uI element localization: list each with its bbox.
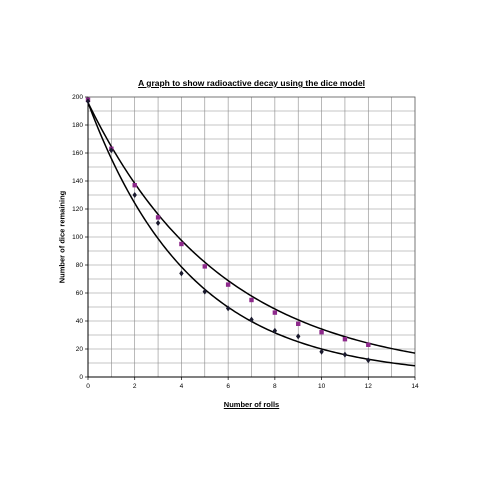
data-point-series-1 [225, 282, 231, 287]
x-axis-label: Number of rolls [223, 400, 280, 409]
data-point-series-1 [319, 330, 324, 335]
data-point-series-1 [342, 337, 348, 342]
data-point-series-1 [179, 241, 184, 247]
data-point-series-1 [249, 297, 254, 303]
y-tick-label: 100 [72, 234, 83, 241]
y-tick-label: 0 [79, 374, 83, 381]
data-point-series-2 [249, 316, 254, 323]
data-point-series-1 [272, 310, 278, 315]
data-point-series-1 [202, 264, 207, 269]
data-point-series-2 [85, 98, 91, 105]
data-point-series-2 [342, 351, 348, 358]
x-tick-label: 4 [180, 383, 184, 390]
x-tick-label: 6 [226, 383, 230, 390]
y-tick-label: 140 [72, 178, 83, 185]
data-point-series-2 [272, 327, 278, 334]
y-tick-label: 200 [72, 94, 83, 101]
y-tick-label: 180 [72, 122, 83, 129]
data-point-series-1 [132, 183, 137, 188]
x-tick-label: 0 [86, 383, 90, 390]
data-point-series-1 [155, 215, 161, 220]
y-tick-label: 80 [76, 262, 84, 269]
y-tick-label: 40 [76, 318, 84, 325]
chart-title: A graph to show radioactive decay using … [138, 78, 365, 88]
data-point-series-2 [132, 192, 137, 198]
trendline-series-1 [87, 102, 416, 354]
x-tick-label: 2 [133, 383, 137, 390]
data-point-series-2 [296, 333, 301, 340]
x-tick-label: 10 [318, 383, 326, 390]
x-tick-label: 8 [273, 383, 277, 390]
data-point-series-1 [296, 321, 301, 326]
data-point-series-1 [366, 342, 371, 347]
y-tick-label: 120 [72, 206, 83, 213]
y-tick-label: 60 [76, 290, 84, 297]
data-point-series-2 [366, 357, 371, 364]
x-tick-label: 12 [365, 383, 373, 390]
data-point-series-2 [109, 147, 114, 154]
data-point-series-2 [225, 305, 231, 312]
x-tick-label: 14 [411, 383, 419, 390]
data-point-series-2 [319, 348, 324, 355]
y-tick-label: 20 [76, 346, 84, 353]
y-tick-label: 160 [72, 150, 83, 157]
data-point-series-2 [202, 288, 207, 295]
data-point-series-2 [179, 270, 184, 277]
data-point-series-2 [155, 220, 161, 226]
